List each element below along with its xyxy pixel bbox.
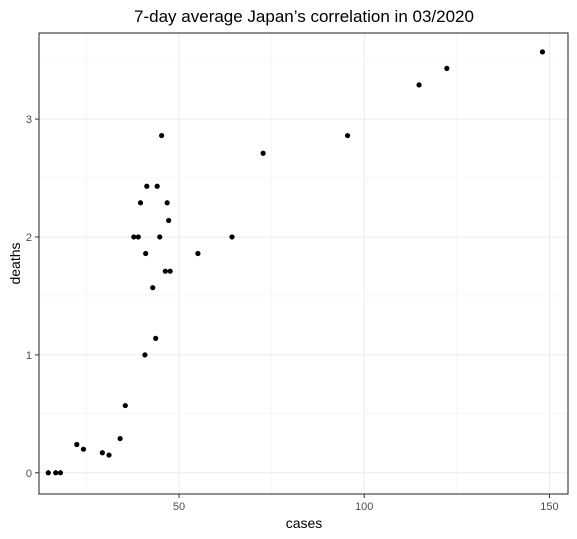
y-tick-label: 2 bbox=[26, 232, 32, 244]
data-point bbox=[122, 402, 128, 409]
chart-title: 7-day average Japan’s correlation in 03/… bbox=[134, 7, 474, 26]
y-axis-label: deaths bbox=[7, 242, 23, 284]
data-point bbox=[166, 217, 172, 224]
data-point bbox=[80, 446, 87, 452]
data-point bbox=[137, 200, 144, 206]
data-point bbox=[144, 183, 150, 189]
y-tick-label: 1 bbox=[26, 350, 32, 362]
data-point bbox=[135, 234, 141, 240]
data-point bbox=[131, 234, 137, 240]
x-tick-label: 100 bbox=[355, 501, 373, 513]
plot-panel-border bbox=[38, 32, 569, 495]
data-point bbox=[45, 470, 51, 476]
data-point bbox=[444, 65, 450, 71]
minor-gridlines bbox=[39, 33, 568, 494]
data-point bbox=[106, 452, 112, 458]
data-points bbox=[45, 49, 546, 476]
data-point bbox=[157, 234, 163, 240]
data-point bbox=[74, 441, 80, 448]
data-point bbox=[142, 352, 148, 358]
data-point bbox=[260, 150, 266, 156]
data-point bbox=[229, 234, 235, 240]
data-point bbox=[167, 268, 173, 274]
data-point bbox=[153, 335, 159, 341]
data-point bbox=[195, 250, 201, 257]
data-point bbox=[344, 132, 351, 139]
data-point bbox=[99, 450, 105, 456]
data-point bbox=[154, 183, 160, 189]
x-axis-label: cases bbox=[286, 515, 323, 531]
data-point bbox=[150, 285, 156, 291]
data-point bbox=[159, 132, 165, 139]
x-tick-label: 150 bbox=[540, 501, 558, 513]
data-point bbox=[164, 200, 170, 206]
data-point bbox=[117, 435, 123, 442]
x-tick-label: 50 bbox=[173, 501, 185, 513]
data-point bbox=[416, 82, 422, 88]
data-point bbox=[57, 470, 64, 476]
y-tick-label: 3 bbox=[26, 114, 32, 126]
data-point bbox=[162, 268, 168, 274]
x-axis-ticks: 50 100 150 bbox=[173, 494, 559, 513]
y-tick-label: 0 bbox=[26, 468, 32, 480]
data-point bbox=[53, 470, 59, 476]
major-gridlines bbox=[39, 33, 568, 494]
data-point bbox=[539, 49, 546, 55]
data-point bbox=[143, 250, 149, 257]
y-axis-ticks: 0 1 2 3 bbox=[26, 114, 39, 480]
